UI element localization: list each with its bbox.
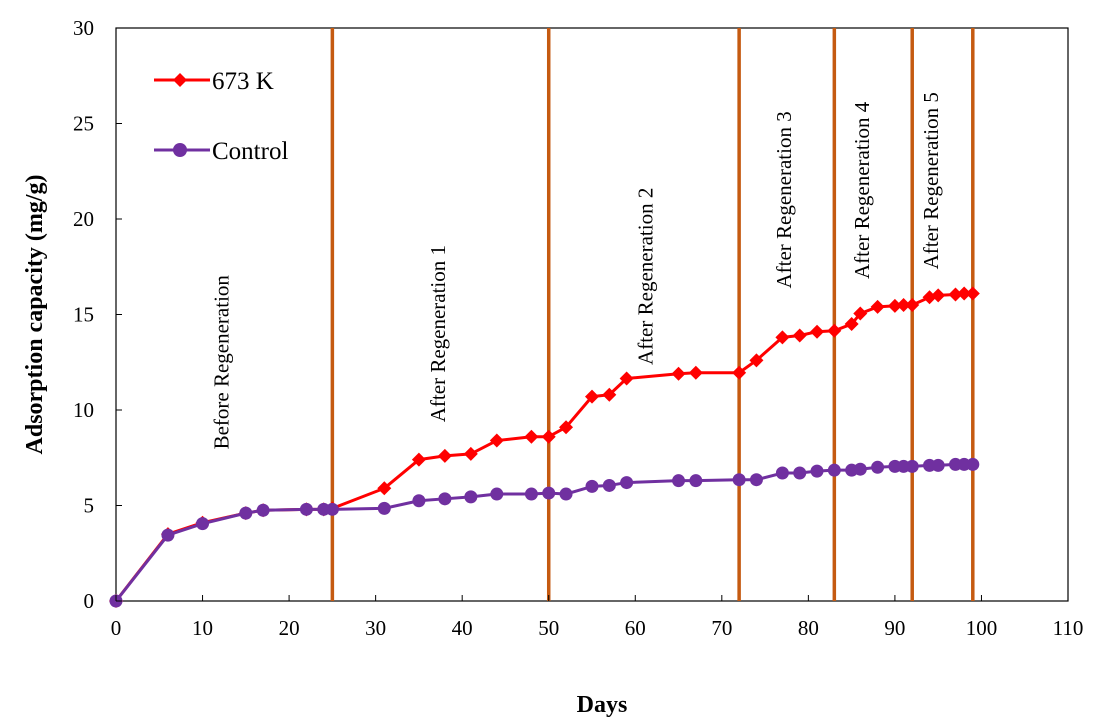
data-point-673-k	[870, 299, 885, 314]
data-point-673-k	[463, 446, 478, 461]
y-tick-label: 10	[73, 398, 94, 422]
data-point-673-k	[489, 433, 504, 448]
data-point-control	[966, 457, 980, 471]
data-point-control	[810, 464, 824, 478]
axis-ticks: 0 10 20 30 40 50 60 70 80 90 100 110 0 5 10 15 20 25 30	[73, 16, 1083, 640]
legend: 673 K Control	[154, 68, 288, 165]
y-tick-label: 0	[84, 589, 95, 613]
x-tick-label: 110	[1053, 616, 1084, 640]
regeneration-annotation: After Regeneration 1	[426, 245, 450, 422]
data-point-control	[239, 506, 253, 520]
x-tick-label: 90	[884, 616, 905, 640]
data-point-673-k	[965, 286, 980, 301]
data-point-673-k	[887, 298, 902, 313]
x-tick-label: 80	[798, 616, 819, 640]
data-point-673-k	[775, 330, 790, 345]
regeneration-annotation: After Regeneration 4	[850, 101, 874, 279]
data-point-673-k	[671, 366, 686, 381]
data-point-control	[542, 486, 556, 500]
data-point-control	[689, 474, 703, 488]
data-point-control	[602, 478, 616, 492]
x-tick-label: 60	[625, 616, 646, 640]
data-point-673-k	[905, 297, 920, 312]
data-point-control	[749, 473, 763, 487]
x-tick-label: 40	[452, 616, 473, 640]
y-axis-title: Adsorption capacity (mg/g)	[22, 175, 48, 455]
data-point-673-k	[948, 287, 963, 302]
y-tick-label: 25	[73, 112, 94, 136]
data-point-control	[853, 462, 867, 476]
x-tick-label: 100	[966, 616, 998, 640]
data-point-673-k	[619, 371, 634, 386]
x-tick-label: 30	[365, 616, 386, 640]
data-point-673-k	[957, 286, 972, 301]
data-point-673-k	[377, 481, 392, 496]
data-point-673-k	[931, 288, 946, 303]
x-tick-label: 50	[538, 616, 559, 640]
data-point-control	[871, 460, 885, 474]
data-point-673-k	[411, 452, 426, 467]
data-point-control	[161, 528, 175, 542]
regeneration-annotation: After Regeneration 5	[919, 92, 943, 269]
y-tick-label: 5	[84, 494, 95, 518]
y-tick-label: 15	[73, 303, 94, 327]
data-point-control	[672, 474, 686, 488]
data-point-control	[377, 501, 391, 515]
data-point-control	[620, 476, 634, 490]
series-control	[109, 457, 980, 608]
series-layer	[109, 286, 980, 608]
data-point-673-k	[792, 328, 807, 343]
data-point-control	[793, 466, 807, 480]
data-point-control	[905, 459, 919, 473]
legend-label-control: Control	[212, 138, 288, 165]
data-point-673-k	[810, 324, 825, 339]
data-point-673-k	[844, 317, 859, 332]
data-point-673-k	[732, 365, 747, 380]
data-point-control	[464, 490, 478, 504]
data-point-673-k	[749, 353, 764, 368]
legend-marker-673k	[173, 73, 187, 87]
data-point-control	[524, 487, 538, 501]
data-point-673-k	[541, 429, 556, 444]
data-point-673-k	[853, 306, 868, 321]
data-point-673-k	[896, 297, 911, 312]
data-point-control	[490, 487, 504, 501]
regeneration-annotation: Before Regeneration	[210, 275, 234, 450]
series-673-k	[109, 286, 980, 608]
data-point-673-k	[559, 420, 574, 435]
x-tick-label: 0	[111, 616, 122, 640]
data-point-control	[559, 487, 573, 501]
data-point-control	[585, 479, 599, 493]
data-point-control	[299, 502, 313, 516]
data-point-673-k	[524, 429, 539, 444]
data-point-control	[827, 463, 841, 477]
annotations: Before Regeneration After Regeneration 1 A…	[210, 92, 944, 449]
data-point-control	[256, 503, 270, 517]
data-point-control	[732, 473, 746, 487]
regeneration-annotation: After Regeneration 2	[634, 188, 658, 365]
data-point-673-k	[585, 389, 599, 404]
legend-marker-control	[173, 143, 187, 157]
data-point-673-k	[827, 323, 842, 338]
data-point-control	[412, 494, 426, 508]
series-line-control	[114, 462, 973, 602]
data-point-673-k	[602, 387, 617, 402]
x-tick-label: 70	[711, 616, 732, 640]
regeneration-annotation: After Regeneration 3	[772, 111, 796, 288]
x-tick-label: 20	[279, 616, 300, 640]
data-point-673-k	[688, 365, 703, 380]
data-point-control	[775, 466, 789, 480]
data-point-control	[931, 458, 945, 472]
data-point-673-k	[437, 448, 452, 463]
data-point-control	[438, 492, 452, 506]
y-tick-label: 20	[73, 207, 94, 231]
data-point-control	[325, 502, 339, 516]
y-tick-label: 30	[73, 16, 94, 40]
legend-label-673k: 673 K	[212, 68, 274, 95]
x-axis-title: Days	[577, 692, 628, 718]
series-line-673-k	[114, 291, 973, 602]
x-tick-label: 10	[192, 616, 213, 640]
data-point-control	[196, 517, 210, 531]
